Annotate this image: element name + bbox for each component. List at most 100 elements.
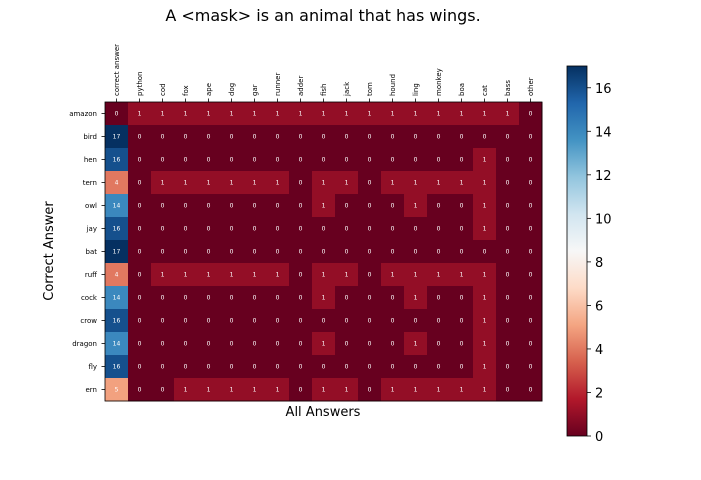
x-tick-label: dog: [228, 83, 236, 96]
heatmap-cell: [335, 286, 359, 310]
cell-value-label: 1: [391, 180, 395, 187]
heatmap-cell: [289, 332, 313, 356]
y-tick-label: bird: [83, 133, 97, 141]
cell-value-label: 1: [437, 272, 441, 279]
heatmap-cell: [151, 217, 175, 241]
cell-value-label: 1: [414, 295, 418, 302]
heatmap-cell: [335, 148, 359, 172]
cell-value-label: 0: [207, 318, 211, 325]
cell-value-label: 0: [138, 295, 142, 302]
cell-value-label: 0: [437, 318, 441, 325]
heatmap-cell: [243, 125, 267, 149]
heatmap-cell: [289, 171, 313, 195]
heatmap-cell: [404, 125, 428, 149]
cell-value-label: 1: [276, 272, 280, 279]
cell-value-label: 0: [391, 134, 395, 141]
heatmap-cell: [381, 263, 405, 287]
cell-value-label: 0: [345, 249, 349, 256]
heatmap-cell: [151, 102, 175, 126]
heatmap-cell: [105, 309, 129, 333]
heatmap-cell: [404, 332, 428, 356]
cell-value-label: 1: [391, 111, 395, 118]
cell-value-label: 0: [299, 318, 303, 325]
cell-value-label: 0: [207, 295, 211, 302]
cell-value-label: 0: [299, 364, 303, 371]
cell-value-label: 0: [460, 364, 464, 371]
cell-value-label: 0: [161, 364, 165, 371]
heatmap-cell: [105, 194, 129, 218]
cell-value-label: 1: [460, 387, 464, 394]
cell-value-label: 0: [391, 203, 395, 210]
heatmap-cell: [473, 240, 497, 264]
cell-value-label: 0: [230, 203, 234, 210]
heatmap-cell: [151, 125, 175, 149]
heatmap-cell: [105, 240, 129, 264]
heatmap-cell: [450, 148, 474, 172]
cell-value-label: 0: [460, 341, 464, 348]
heatmap-cell: [358, 286, 382, 310]
x-tick-label: cat: [481, 85, 489, 96]
cell-value-label: 1: [414, 180, 418, 187]
heatmap-cell: [220, 125, 244, 149]
cell-value-label: 1: [391, 272, 395, 279]
x-axis-label: All Answers: [286, 405, 361, 420]
heatmap-cell: [266, 355, 290, 379]
heatmap-cell: [220, 355, 244, 379]
cell-value-label: 1: [414, 111, 418, 118]
heatmap-cell: [128, 102, 152, 126]
cell-value-label: 0: [161, 134, 165, 141]
cell-value-label: 1: [345, 387, 349, 394]
heatmap-cell: [358, 171, 382, 195]
cell-value-label: 14: [113, 295, 121, 302]
heatmap-cell: [266, 148, 290, 172]
cell-value-label: 0: [529, 272, 533, 279]
cell-value-label: 0: [138, 203, 142, 210]
heatmap-cell: [243, 240, 267, 264]
heatmap-cell: [473, 263, 497, 287]
cell-value-label: 0: [230, 341, 234, 348]
cell-value-label: 0: [529, 387, 533, 394]
heatmap-cell: [151, 148, 175, 172]
cell-value-label: 0: [460, 157, 464, 164]
heatmap-cell: [243, 102, 267, 126]
heatmap-cell: [289, 148, 313, 172]
heatmap-cell: [473, 355, 497, 379]
cell-value-label: 1: [460, 111, 464, 118]
heatmap-cell: [197, 194, 221, 218]
cell-value-label: 0: [345, 226, 349, 233]
cell-value-label: 0: [529, 295, 533, 302]
heatmap-cell: [312, 355, 336, 379]
heatmap-cell: [128, 286, 152, 310]
y-tick-label: ruff: [85, 271, 97, 279]
heatmap-cell: [105, 125, 129, 149]
cell-value-label: 0: [391, 318, 395, 325]
cell-value-label: 0: [506, 364, 510, 371]
heatmap-cell: [381, 148, 405, 172]
cell-value-label: 0: [322, 249, 326, 256]
heatmap-cell: [197, 263, 221, 287]
cell-value-label: 0: [299, 203, 303, 210]
cell-value-label: 0: [276, 226, 280, 233]
heatmap-cell: [496, 309, 520, 333]
cell-value-label: 0: [161, 203, 165, 210]
heatmap-cell: [381, 125, 405, 149]
heatmap-cell: [220, 263, 244, 287]
heatmap-cell: [243, 355, 267, 379]
x-tick-label: gar: [251, 84, 259, 96]
heatmap-cell: [335, 125, 359, 149]
cell-value-label: 1: [207, 387, 211, 394]
cell-value-label: 0: [529, 364, 533, 371]
cell-value-label: 0: [506, 318, 510, 325]
cell-value-label: 0: [184, 226, 188, 233]
cell-value-label: 1: [276, 180, 280, 187]
cell-value-label: 1: [460, 180, 464, 187]
cell-value-label: 1: [322, 295, 326, 302]
heatmap-cell: [312, 332, 336, 356]
heatmap-cell: [358, 217, 382, 241]
cell-value-label: 0: [368, 295, 372, 302]
y-tick-label: jay: [86, 225, 97, 233]
cell-value-label: 14: [113, 203, 121, 210]
cell-value-label: 0: [184, 249, 188, 256]
cell-value-label: 0: [184, 341, 188, 348]
cell-value-label: 0: [437, 364, 441, 371]
